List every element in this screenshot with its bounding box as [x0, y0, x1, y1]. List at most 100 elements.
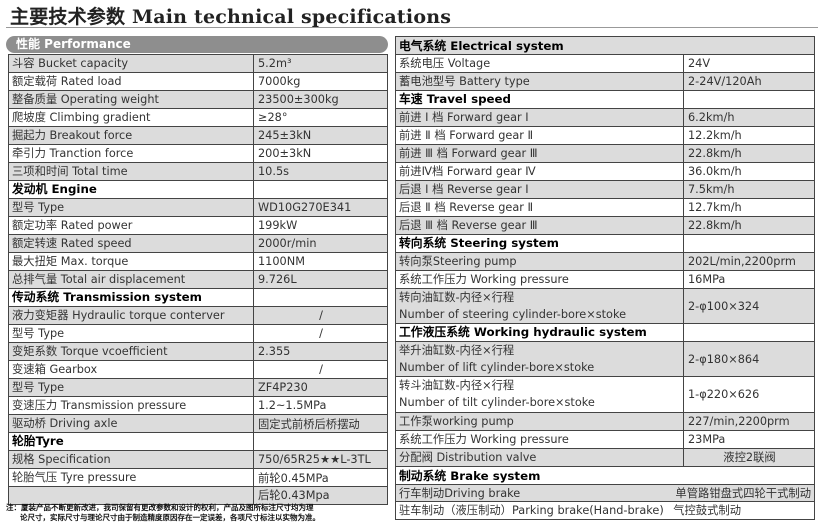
spec-label-text: 系统电压 Voltage [399, 57, 491, 70]
spec-value: 1-φ220×626 [683, 376, 815, 413]
spec-value: 750/65R25★★L-3TL [253, 450, 388, 469]
spec-label: 工作泵working pump [395, 411, 684, 431]
spec-value: 22.8km/h [683, 144, 815, 163]
spec-label-text: 后退 Ⅲ 档 Reverse gear Ⅲ [399, 219, 538, 232]
spec-label-text: 型号 Type [12, 381, 65, 394]
spec-label-text: 转斗油缸数-内径×行程 [399, 379, 515, 393]
table-row: 变速压力 Transmission pressure 1.2~1.5MPa [8, 396, 388, 415]
spec-value: 245±3kN [253, 126, 388, 145]
table-row: 斗容 Bucket capacity 5.2m³ [8, 54, 388, 73]
spec-value: 199kW [253, 216, 388, 235]
table-row: 型号 Type / [8, 324, 388, 343]
spec-value: 1.2~1.5MPa [253, 396, 388, 415]
spec-label-text: 斗容 Bucket capacity [12, 57, 129, 70]
spec-label: 行车制动Driving brake [399, 486, 521, 500]
spec-value: 7000kg [253, 72, 388, 91]
spec-label: 系统电压 Voltage [395, 54, 684, 73]
spec-label-text: 分配阀 Distribution valve [399, 450, 537, 464]
spec-value: 2-φ100×324 [683, 287, 815, 325]
spec-label: 型号 Type [8, 324, 254, 343]
spec-label: 斗容 Bucket capacity [8, 54, 254, 73]
spec-value: 固定式前桥后桥摆动 [253, 414, 388, 433]
spec-label: 总排气量 Total air displacement [8, 270, 254, 289]
spec-label: 型号 Type [8, 198, 254, 217]
section-header-row: 轮胎Tyre [8, 432, 388, 451]
table-row: 系统工作压力 Working pressure 16MPa [395, 270, 815, 289]
section-header-row: 工作液压系统 Working hydraulic system [395, 323, 815, 343]
spec-value: 6.2km/h [683, 108, 815, 127]
table-row: 额定转速 Rated speed 2000r/min [8, 234, 388, 253]
table-row: 牵引力 Tranction force 200±3kN [8, 144, 388, 163]
table-row: 液力变矩器 Hydraulic torque conterver / [8, 306, 388, 325]
spec-value: 36.0km/h [683, 162, 815, 181]
spec-label: 后退 Ⅲ 档 Reverse gear Ⅲ [395, 216, 684, 235]
spec-label: 前进 Ⅱ 档 Forward gear Ⅱ [395, 126, 684, 145]
table-row: 前进Ⅳ档 Forward gear Ⅳ 36.0km/h [395, 162, 815, 181]
spec-label-text: 后退 Ⅱ 档 Reverse gear Ⅱ [399, 201, 534, 214]
table-row: 额定功率 Rated power 199kW [8, 216, 388, 235]
table-row: 举升油缸数-内径×行程 Number of lift cylinder-bore×… [395, 341, 815, 378]
table-row: 爬坡度 Climbing gradient ≥28° [8, 108, 388, 127]
table-row: 转斗油缸数-内径×行程 Number of tilt cylinder-bore×… [395, 376, 815, 413]
spec-label-text: 蓄电池型号 Battery type [399, 75, 530, 88]
spec-value [683, 234, 815, 253]
spec-label: 规格 Specification [8, 450, 254, 469]
spec-label-text: 变速压力 Transmission pressure [12, 399, 187, 412]
spec-label: 驻车制动（液压制动）Parking brake(Hand-brake) [399, 504, 664, 518]
spec-value: 7.5km/h [683, 180, 815, 199]
table-row: 后退 Ⅰ 档 Reverse gear Ⅰ 7.5km/h [395, 180, 815, 199]
table-row: 行车制动Driving brake 单管路钳盘式四轮干式制动 [395, 483, 815, 503]
spec-label: 发动机 Engine [8, 180, 254, 199]
spec-value: 202L/min,2200prm [683, 252, 815, 271]
spec-value: 23MPa [683, 429, 815, 449]
table-row: 型号 Type WD10G270E341 [8, 198, 388, 217]
spec-label-text: 系统工作压力 Working pressure [399, 432, 569, 446]
table-row: 系统工作压力 Working pressure 23MPa [395, 429, 815, 449]
spec-value: 2000r/min [253, 234, 388, 253]
spec-label: 工作液压系统 Working hydraulic system [395, 323, 684, 343]
spec-cell: 行车制动Driving brake 单管路钳盘式四轮干式制动 [395, 483, 815, 503]
table-row: 轮胎气压 Tyre pressure 前轮0.45MPa [8, 468, 388, 487]
section-header-row: 转向系统 Steering system [395, 234, 815, 253]
spec-value: 2.355 [253, 342, 388, 361]
table-row: 型号 Type ZF4P230 [8, 378, 388, 397]
spec-label-text: 型号 Type [12, 327, 65, 340]
spec-value: 液控2联阀 [683, 447, 815, 467]
table-row: 总排气量 Total air displacement 9.726L [8, 270, 388, 289]
spec-label: 传动系统 Transmission system [8, 288, 254, 307]
spec-label: 系统工作压力 Working pressure [395, 429, 684, 449]
spec-label-text: 车速 Travel speed [399, 92, 511, 106]
spec-value: 2-φ180×864 [683, 341, 815, 378]
spec-value [253, 288, 388, 307]
spec-label: 型号 Type [8, 378, 254, 397]
spec-value [683, 90, 815, 109]
spec-label: 车速 Travel speed [395, 90, 684, 109]
spec-value: 12.2km/h [683, 126, 815, 145]
spec-label: 变速压力 Transmission pressure [8, 396, 254, 415]
spec-label-text: 前进 Ⅰ 档 Forward gear Ⅰ [399, 111, 529, 124]
spec-value: 2-24V/120Ah [683, 72, 815, 91]
spec-label: 爬坡度 Climbing gradient [8, 108, 254, 127]
table-row: 规格 Specification 750/65R25★★L-3TL [8, 450, 388, 469]
spec-label-en: Number of tilt cylinder-bore×stoke [399, 396, 595, 410]
spec-label-en: Number of lift cylinder-bore×stoke [399, 361, 595, 375]
spec-cell: 电气系统 Electrical system [395, 36, 815, 55]
divider [6, 27, 818, 28]
spec-label: 牵引力 Tranction force [8, 144, 254, 163]
spec-label: 前进 Ⅲ 档 Forward gear Ⅲ [395, 144, 684, 163]
spec-label-text: 举升油缸数-内径×行程 [399, 344, 515, 358]
spec-value: 9.726L [253, 270, 388, 289]
table-row: 三项和时间 Total time 10.5s [8, 162, 388, 181]
right-spec-table: 电气系统 Electrical system 系统电压 Voltage 24V 蓄电池… [395, 36, 815, 520]
spec-value: 24V [683, 54, 815, 73]
section-header-row: 车速 Travel speed [395, 90, 815, 109]
table-row: 转向泵Steering pump 202L/min,2200prm [395, 252, 815, 271]
footnote: 注：厦装产品不断更新改进，我司保留有更改参数和设计的权利，产品及图所标注尺寸均为… [6, 503, 320, 523]
spec-label-text: 最大扭矩 Max. torque [12, 255, 129, 268]
spec-label-text: 轮胎气压 Tyre pressure [12, 471, 137, 484]
footnote-line: 注：厦装产品不断更新改进，我司保留有更改参数和设计的权利，产品及图所标注尺寸均为… [6, 503, 314, 512]
spec-label: 电气系统 Electrical system [399, 39, 564, 53]
spec-label-text: 额定载荷 Rated load [12, 75, 122, 88]
spec-label-en: Number of steering cylinder-bore×stoke [399, 308, 627, 322]
spec-label-text: 总排气量 Total air displacement [12, 273, 186, 286]
